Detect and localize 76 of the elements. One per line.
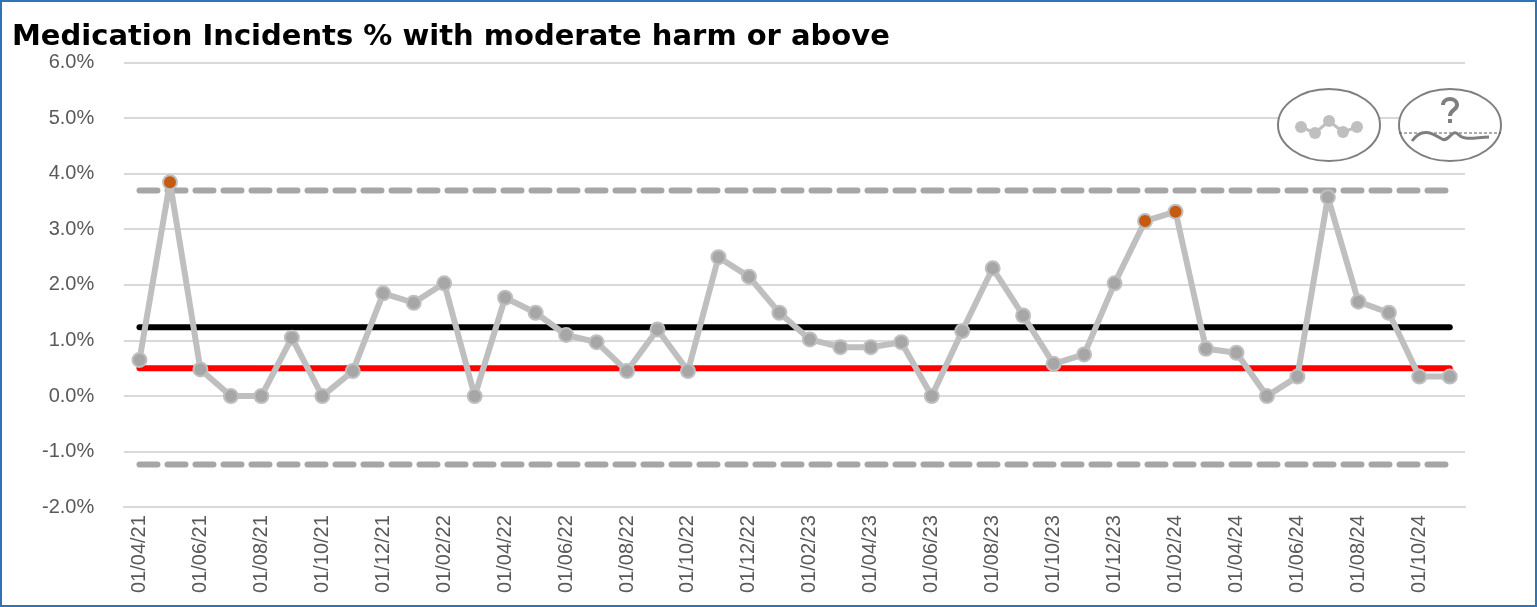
y-tick-label: 4.0% <box>48 161 95 184</box>
point <box>344 363 361 380</box>
point <box>1167 203 1184 220</box>
point <box>253 388 270 405</box>
y-tick-label: 1.0% <box>48 328 95 351</box>
point <box>558 326 575 343</box>
point <box>984 260 1001 277</box>
point <box>314 388 331 405</box>
point <box>710 249 727 266</box>
y-tick-label: -2.0% <box>42 494 95 517</box>
point <box>862 339 879 356</box>
point <box>161 174 178 191</box>
x-tick-label: 01/04/21 <box>127 515 149 594</box>
point <box>740 268 757 285</box>
x-tick-label: 01/06/21 <box>187 515 210 594</box>
point <box>1319 189 1336 206</box>
point <box>1015 307 1032 324</box>
point <box>923 388 940 405</box>
point <box>192 361 209 378</box>
point <box>1380 304 1397 321</box>
point <box>131 351 148 368</box>
y-tick-label: 0.0% <box>48 383 95 406</box>
point <box>649 321 666 338</box>
x-tick-label: 01/08/22 <box>614 515 637 594</box>
x-tick-label: 01/04/23 <box>858 515 881 594</box>
x-tick-label: 01/02/22 <box>431 515 454 594</box>
point <box>1289 368 1306 385</box>
x-tick-label: 01/02/24 <box>1163 515 1186 594</box>
x-tick-label: 01/06/23 <box>919 515 942 594</box>
point <box>954 323 971 340</box>
point <box>1076 346 1093 363</box>
y-tick-label: 3.0% <box>48 216 95 239</box>
point <box>832 339 849 356</box>
x-tick-label: 01/12/23 <box>1102 515 1125 594</box>
point <box>1411 368 1428 385</box>
point <box>1258 388 1275 405</box>
point <box>527 304 544 321</box>
point <box>771 304 788 321</box>
x-tick-label: 01/06/22 <box>553 515 576 594</box>
x-tick-label: 01/08/21 <box>248 515 271 594</box>
point <box>466 388 483 405</box>
point <box>405 294 422 311</box>
point <box>1137 213 1154 230</box>
point <box>497 289 514 306</box>
x-tick-label: 01/08/24 <box>1345 515 1368 594</box>
y-tick-label: -1.0% <box>42 439 95 462</box>
point <box>1441 368 1458 385</box>
x-tick-label: 01/04/22 <box>492 515 515 594</box>
point <box>283 329 300 346</box>
point <box>588 334 605 351</box>
point <box>436 275 453 292</box>
x-tick-label: 01/10/21 <box>309 515 332 594</box>
point <box>1106 275 1123 292</box>
point <box>375 285 392 302</box>
x-tick-label: 01/06/24 <box>1284 515 1307 594</box>
point <box>679 363 696 380</box>
y-tick-label: 5.0% <box>48 105 95 128</box>
chart-title: Medication Incidents % with moderate harm or above <box>12 17 890 52</box>
point <box>1350 293 1367 310</box>
x-tick-label: 01/10/23 <box>1041 515 1064 594</box>
x-tick-label: 01/12/22 <box>736 515 759 594</box>
y-tick-label: 6.0% <box>48 50 95 73</box>
point <box>619 363 636 380</box>
x-tick-label: 01/10/24 <box>1406 515 1429 594</box>
x-tick-label: 01/10/22 <box>675 515 698 594</box>
point <box>1197 340 1214 357</box>
x-tick-label: 01/04/24 <box>1223 515 1246 594</box>
point <box>222 388 239 405</box>
point <box>893 334 910 351</box>
point <box>801 331 818 348</box>
y-tick-label: 2.0% <box>48 272 95 295</box>
x-tick-label: 01/12/21 <box>370 515 393 594</box>
x-tick-label: 01/08/23 <box>980 515 1003 594</box>
x-tick-label: 01/02/23 <box>797 515 820 594</box>
point <box>1045 355 1062 372</box>
point <box>1228 344 1245 361</box>
